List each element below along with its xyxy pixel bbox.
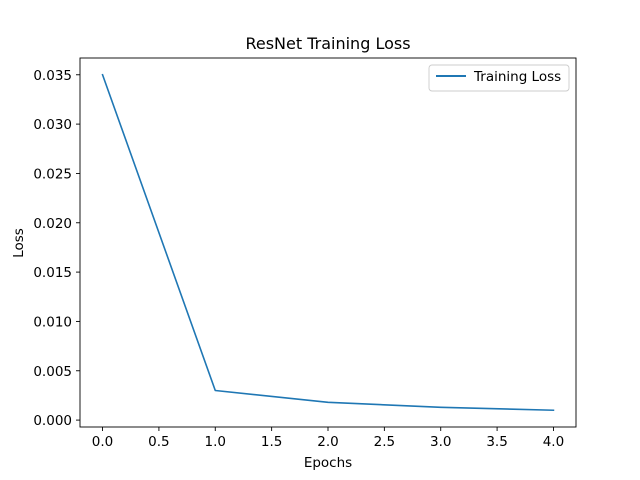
x-axis-ticks: 0.0 0.5 1.0 1.5 2.0 2.5 3.0 3.5 4.0 xyxy=(92,427,564,450)
y-tick-label: 0.010 xyxy=(33,314,72,330)
y-tick-label: 0.015 xyxy=(33,265,72,281)
series-layer xyxy=(101,73,555,412)
x-tick-label: 0.5 xyxy=(148,434,169,450)
x-tick-label: 3.5 xyxy=(486,434,507,450)
y-tick-label: 0.030 xyxy=(33,117,72,133)
x-axis-label: Epochs xyxy=(304,455,352,471)
y-tick-label: 0.020 xyxy=(33,216,72,232)
x-tick-label: 4.0 xyxy=(543,434,564,450)
x-tick-label: 1.0 xyxy=(205,434,226,450)
x-tick-label: 0.0 xyxy=(92,434,113,450)
chart-title: ResNet Training Loss xyxy=(245,34,410,53)
x-tick-label: 1.5 xyxy=(261,434,282,450)
y-tick-label: 0.035 xyxy=(33,68,72,84)
axes-frame xyxy=(79,57,577,428)
y-tick-label: 0.005 xyxy=(33,364,72,380)
x-tick-label: 3.0 xyxy=(430,434,451,450)
legend-label-training-loss: Training Loss xyxy=(473,69,561,85)
y-tick-label: 0.025 xyxy=(33,166,72,182)
x-tick-label: 2.0 xyxy=(317,434,338,450)
legend-box xyxy=(428,64,570,92)
plot-area xyxy=(80,58,576,427)
y-tick-label: 0.000 xyxy=(33,413,72,429)
y-axis-label: Loss xyxy=(11,228,27,258)
x-tick-label: 2.5 xyxy=(374,434,395,450)
legend: Training Loss xyxy=(428,64,570,92)
y-axis-ticks: 0.000 0.005 0.010 0.015 0.020 0.025 0.030 0.035 xyxy=(33,68,80,429)
